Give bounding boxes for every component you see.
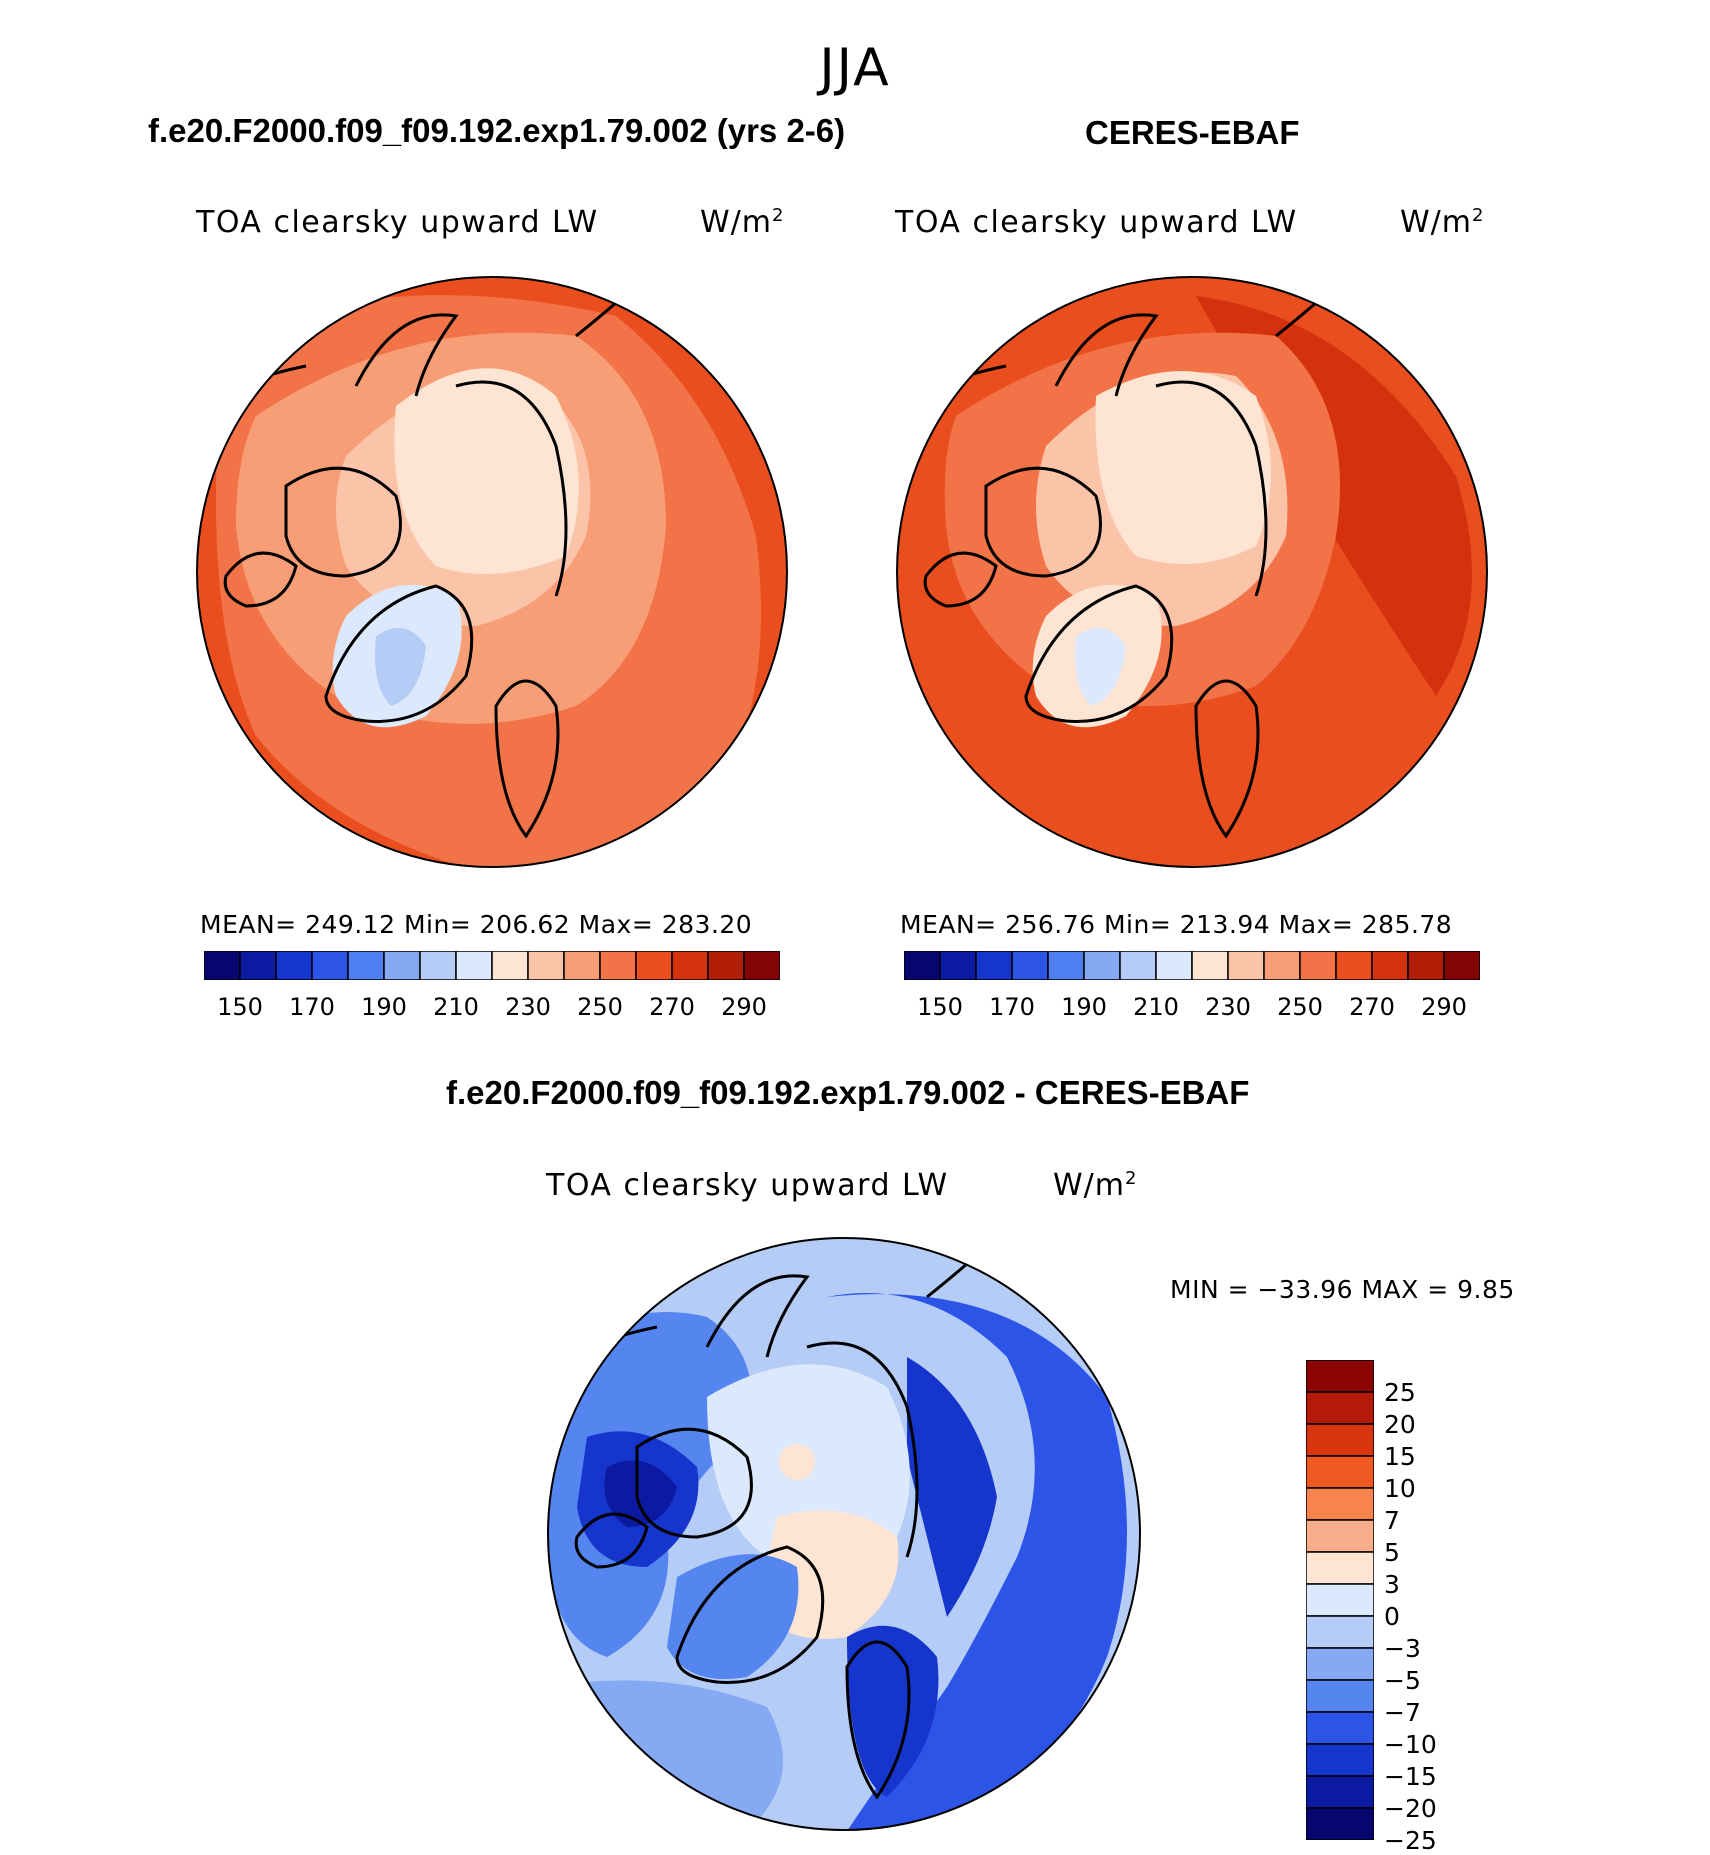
colorbar-swatch (383, 951, 421, 980)
colorbar-swatch (635, 951, 673, 980)
model-units-label: W/m2 (700, 205, 785, 240)
colorbar-tick-label: −10 (1384, 1730, 1437, 1759)
obs-panel-title: CERES-EBAF (1085, 114, 1300, 151)
colorbar-tick-label: 25 (1384, 1378, 1416, 1407)
obs-stats: MEAN= 256.76 Min= 213.94 Max= 285.78 (900, 910, 1453, 939)
colorbar-tick-label: 0 (1384, 1602, 1400, 1631)
colorbar-swatch (491, 951, 529, 980)
difference-panel-title: f.e20.F2000.f09_f09.192.exp1.79.002 - CE… (446, 1074, 1250, 1111)
colorbar-swatch (1306, 1743, 1374, 1777)
colorbar-swatch (1407, 951, 1445, 980)
colorbar-swatch (1306, 1360, 1374, 1393)
colorbar-swatch (1047, 951, 1085, 980)
colorbar-tick-label: 20 (1384, 1410, 1416, 1439)
colorbar-swatch (455, 951, 493, 980)
colorbar-swatch (563, 951, 601, 980)
colorbar-tick-label: 5 (1384, 1538, 1400, 1567)
colorbar-tick-label: 190 (361, 993, 407, 1021)
colorbar-swatch (1306, 1615, 1374, 1649)
colorbar-tick-label: 3 (1384, 1570, 1400, 1599)
colorbar-swatch (1263, 951, 1301, 980)
colorbar-tick-label: 170 (289, 993, 335, 1021)
colorbar-swatch (204, 951, 241, 980)
colorbar-swatch (1119, 951, 1157, 980)
colorbar-swatch (239, 951, 277, 980)
colorbar-tick-label: 15 (1384, 1442, 1416, 1471)
model-stats: MEAN= 249.12 Min= 206.62 Max= 283.20 (200, 910, 753, 939)
colorbar-swatch (1306, 1391, 1374, 1425)
colorbar-swatch (1306, 1551, 1374, 1585)
colorbar-tick-label: −5 (1384, 1666, 1421, 1695)
colorbar-swatch (904, 951, 941, 980)
obs-polar-map (896, 276, 1488, 868)
colorbar-swatch (1306, 1487, 1374, 1521)
season-title: JJA (819, 38, 891, 98)
difference-units-label: W/m2 (1053, 1168, 1138, 1203)
colorbar-tick-label: −7 (1384, 1698, 1421, 1727)
colorbar-swatch (275, 951, 313, 980)
colorbar-tick-label: 170 (989, 993, 1035, 1021)
colorbar-swatch (1306, 1423, 1374, 1457)
colorbar-swatch (311, 951, 349, 980)
colorbar-swatch (939, 951, 977, 980)
colorbar-swatch (707, 951, 745, 980)
colorbar-tick-label: 230 (1205, 993, 1251, 1021)
colorbar-tick-label: 290 (1421, 993, 1467, 1021)
colorbar-swatch (1306, 1711, 1374, 1745)
colorbar-swatch (1306, 1583, 1374, 1617)
colorbar-tick-label: 290 (721, 993, 767, 1021)
colorbar-swatch (1306, 1775, 1374, 1809)
colorbar-swatch (419, 951, 457, 980)
colorbar-swatch (1011, 951, 1049, 980)
colorbar-tick-label: 250 (577, 993, 623, 1021)
colorbar-swatch (1306, 1647, 1374, 1681)
colorbar-tick-label: 10 (1384, 1474, 1416, 1503)
colorbar-swatch (1306, 1519, 1374, 1553)
obs-variable-label: TOA clearsky upward LW (895, 205, 1298, 240)
colorbar-swatch (1306, 1679, 1374, 1713)
colorbar-tick-label: 190 (1061, 993, 1107, 1021)
colorbar-swatch (1335, 951, 1373, 980)
colorbar-tick-label: −3 (1384, 1634, 1421, 1663)
model-panel-title: f.e20.F2000.f09_f09.192.exp1.79.002 (yrs… (148, 112, 846, 149)
colorbar-tick-label: 230 (505, 993, 551, 1021)
colorbar-swatch (527, 951, 565, 980)
colorbar-tick-label: 210 (433, 993, 479, 1021)
model-variable-label: TOA clearsky upward LW (196, 205, 599, 240)
colorbar-tick-label: 150 (917, 993, 963, 1021)
model-polar-map (196, 276, 788, 868)
colorbar-swatch (1083, 951, 1121, 980)
colorbar-swatch (1227, 951, 1265, 980)
colorbar-swatch (1306, 1455, 1374, 1489)
colorbar-swatch (1299, 951, 1337, 980)
model-colorbar (204, 951, 780, 980)
colorbar-tick-label: 250 (1277, 993, 1323, 1021)
colorbar-swatch (1371, 951, 1409, 980)
colorbar-swatch (1191, 951, 1229, 980)
colorbar-tick-label: 150 (217, 993, 263, 1021)
colorbar-swatch (975, 951, 1013, 980)
obs-colorbar (904, 951, 1480, 980)
difference-polar-map (547, 1237, 1141, 1831)
colorbar-tick-label: 270 (649, 993, 695, 1021)
difference-variable-label: TOA clearsky upward LW (546, 1168, 949, 1203)
colorbar-tick-label: 210 (1133, 993, 1179, 1021)
difference-colorbar (1306, 1360, 1374, 1840)
colorbar-swatch (1155, 951, 1193, 980)
colorbar-tick-label: 270 (1349, 993, 1395, 1021)
colorbar-swatch (743, 951, 780, 980)
colorbar-swatch (671, 951, 709, 980)
colorbar-tick-label: −15 (1384, 1762, 1437, 1791)
colorbar-swatch (599, 951, 637, 980)
obs-units-label: W/m2 (1400, 205, 1485, 240)
difference-stats: MIN = −33.96 MAX = 9.85 (1170, 1275, 1515, 1304)
colorbar-tick-label: −20 (1384, 1794, 1437, 1823)
colorbar-swatch (1443, 951, 1480, 980)
colorbar-swatch (347, 951, 385, 980)
colorbar-tick-label: 7 (1384, 1506, 1400, 1535)
colorbar-tick-label: −25 (1384, 1826, 1437, 1855)
colorbar-swatch (1306, 1807, 1374, 1840)
